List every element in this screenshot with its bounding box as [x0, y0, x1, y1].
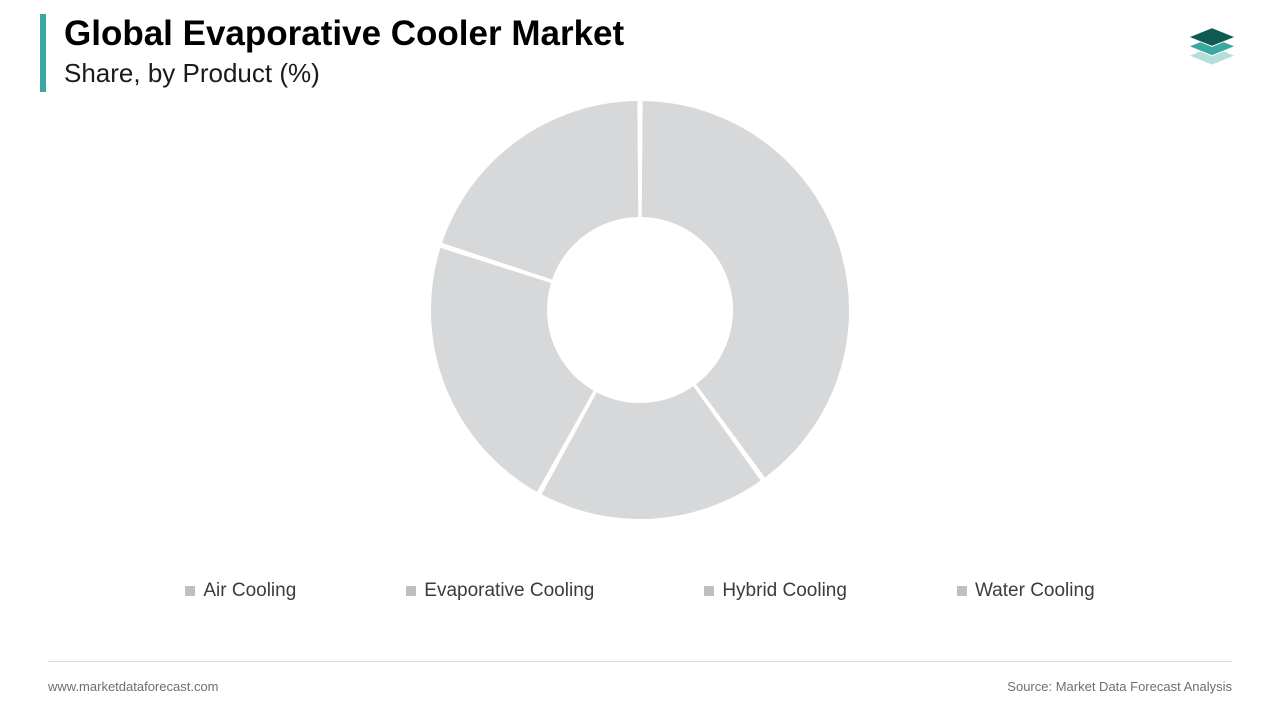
titles: Global Evaporative Cooler Market Share, …	[64, 14, 624, 89]
page-subtitle: Share, by Product (%)	[64, 58, 624, 89]
header: Global Evaporative Cooler Market Share, …	[40, 14, 1240, 92]
footer-rule	[48, 661, 1232, 662]
title-block: Global Evaporative Cooler Market Share, …	[40, 14, 624, 92]
legend-item: Evaporative Cooling	[406, 580, 594, 602]
legend-swatch	[957, 586, 967, 596]
legend-label: Air Cooling	[203, 580, 296, 602]
footer-right: Source: Market Data Forecast Analysis	[1007, 679, 1232, 694]
legend-label: Water Cooling	[975, 580, 1095, 602]
page-title: Global Evaporative Cooler Market	[64, 14, 624, 54]
footer: www.marketdataforecast.com Source: Marke…	[48, 679, 1232, 694]
legend-label: Evaporative Cooling	[424, 580, 594, 602]
chart-legend: Air Cooling Evaporative Cooling Hybrid Coo…	[0, 580, 1280, 602]
brand-logo	[1184, 14, 1240, 74]
layers-icon	[1184, 20, 1240, 69]
legend-item: Hybrid Cooling	[704, 580, 847, 602]
legend-item: Water Cooling	[957, 580, 1095, 602]
legend-swatch	[185, 586, 195, 596]
legend-label: Hybrid Cooling	[722, 580, 847, 602]
legend-item: Air Cooling	[185, 580, 296, 602]
donut-slice	[441, 100, 639, 281]
donut-svg	[430, 100, 850, 520]
accent-bar	[40, 14, 46, 92]
footer-left: www.marketdataforecast.com	[48, 679, 219, 694]
legend-swatch	[406, 586, 416, 596]
legend-swatch	[704, 586, 714, 596]
donut-chart	[430, 100, 850, 520]
